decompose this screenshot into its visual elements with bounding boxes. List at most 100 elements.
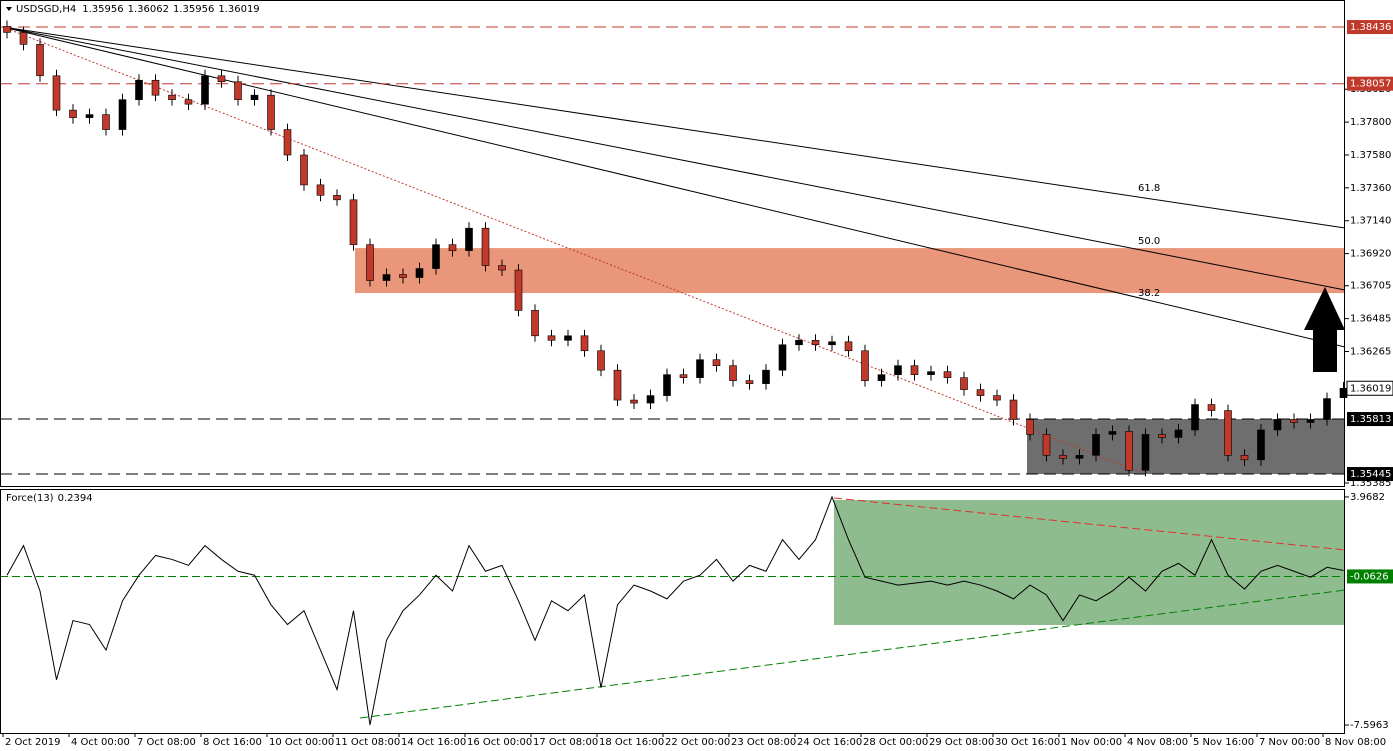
x-tick-label: 8 Oct 16:00 <box>203 737 262 748</box>
candle-body <box>217 75 226 83</box>
x-tick-label: 1 Nov 00:00 <box>1061 737 1122 748</box>
candle-body <box>547 335 556 341</box>
candle-body <box>762 369 770 384</box>
candle-body <box>960 377 968 390</box>
level-label: 1.38057 <box>1350 79 1391 90</box>
x-tick-label: 24 Oct 16:00 <box>797 737 862 748</box>
candle-body <box>184 99 193 105</box>
candle-body <box>267 94 275 130</box>
candle-body <box>432 244 440 269</box>
header-icon <box>6 7 12 11</box>
force-header: Force(13) 0.2394 <box>6 493 93 504</box>
candle-body <box>630 399 638 404</box>
level-label-box <box>1347 76 1393 91</box>
x-tick-label: 4 Oct 00:00 <box>71 737 130 748</box>
fan-label: 61.8 <box>1138 183 1160 194</box>
candle-body <box>894 365 902 375</box>
x-tick-label: 29 Oct 08:00 <box>929 737 994 748</box>
candle-body <box>1306 419 1315 423</box>
candle-body <box>1257 429 1265 461</box>
candle-body <box>1141 434 1150 471</box>
x-tick-label: 7 Oct 08:00 <box>137 737 196 748</box>
force-trend-line <box>359 589 1346 719</box>
x-tick-label: 10 Oct 00:00 <box>269 737 334 748</box>
force-trend-line <box>833 497 1346 551</box>
x-tick-label: 5 Nov 16:00 <box>1193 737 1254 748</box>
fan-line <box>2 26 1346 348</box>
level-label-box <box>1347 467 1393 482</box>
price-label-box <box>1346 380 1393 396</box>
candle-body <box>531 310 539 337</box>
force-zone <box>834 500 1345 625</box>
candle-body <box>283 129 292 156</box>
y-tick-label: 1.36485 <box>1350 314 1391 325</box>
level-label-box <box>1347 412 1393 427</box>
candle-body <box>118 99 127 130</box>
candle-body <box>1240 455 1249 461</box>
y-tick-label: 1.35385 <box>1350 478 1391 489</box>
candle-body <box>811 339 820 346</box>
candle-body <box>646 395 655 404</box>
candle-body <box>613 369 622 401</box>
candle-body <box>19 32 28 45</box>
candle-body <box>300 154 308 186</box>
candle-body <box>69 109 77 118</box>
candle-body <box>564 335 572 341</box>
trend-line <box>2 26 1141 473</box>
x-tick-label: 18 Oct 16:00 <box>599 737 664 748</box>
price-frame <box>0 0 1345 487</box>
high: 1.36062 <box>128 4 169 15</box>
candle-body <box>168 94 176 100</box>
levels <box>0 26 1345 475</box>
candle-body <box>36 44 44 77</box>
symbol: USDSGD,H4 <box>16 4 76 15</box>
indicator-name: Force(13) <box>6 493 54 504</box>
candle-body <box>679 374 688 378</box>
candle-body <box>993 395 1001 401</box>
x-tick-label: 7 Nov 00:00 <box>1259 737 1320 748</box>
candle-body <box>976 389 985 396</box>
y-tick-label: 3.9682 <box>1350 492 1385 503</box>
candle-body <box>1339 387 1348 398</box>
zone <box>355 248 1345 294</box>
candle-body <box>151 79 160 96</box>
x-tick-label: 16 Oct 00:00 <box>467 737 532 748</box>
candle-body <box>448 244 457 251</box>
candle-body <box>1009 399 1018 420</box>
candles <box>3 20 1348 477</box>
candle-body <box>1191 404 1199 431</box>
candle-body <box>481 227 490 266</box>
candle-body <box>1273 419 1282 431</box>
fan-line <box>2 26 1346 229</box>
candle-body <box>514 269 523 311</box>
candle-body <box>85 114 94 118</box>
y-tick-label: 1.37140 <box>1350 216 1391 227</box>
candle-body <box>696 359 704 378</box>
x-tick-label: 23 Oct 08:00 <box>731 737 796 748</box>
candle-body <box>828 341 836 346</box>
y-tick-label: 1.36920 <box>1350 249 1391 260</box>
candle-body <box>52 75 61 111</box>
y-tick-label: 1.36265 <box>1350 346 1391 357</box>
x-tick-label: 2 Oct 2019 <box>5 737 60 748</box>
zone <box>1027 419 1345 475</box>
candle-body <box>910 365 919 375</box>
candle-body <box>465 227 473 251</box>
level-label: 1.35813 <box>1350 414 1391 425</box>
close: 1.36019 <box>218 4 259 15</box>
fan-label: 38.2 <box>1138 288 1160 299</box>
candle-body <box>778 344 787 371</box>
candle-body <box>399 274 407 278</box>
candle-body <box>1207 404 1216 411</box>
candle-body <box>1026 419 1034 435</box>
candle-body <box>745 380 754 384</box>
candle-body <box>861 350 869 381</box>
candle-body <box>729 365 737 381</box>
x-tick-label: 22 Oct 00:00 <box>665 737 730 748</box>
x-tick-label: 14 Oct 16:00 <box>401 737 466 748</box>
x-tick-label: 4 Nov 08:00 <box>1127 737 1188 748</box>
candle-body <box>3 26 11 33</box>
candle-body <box>135 79 143 100</box>
y-tick-label: 1.37580 <box>1350 150 1391 161</box>
